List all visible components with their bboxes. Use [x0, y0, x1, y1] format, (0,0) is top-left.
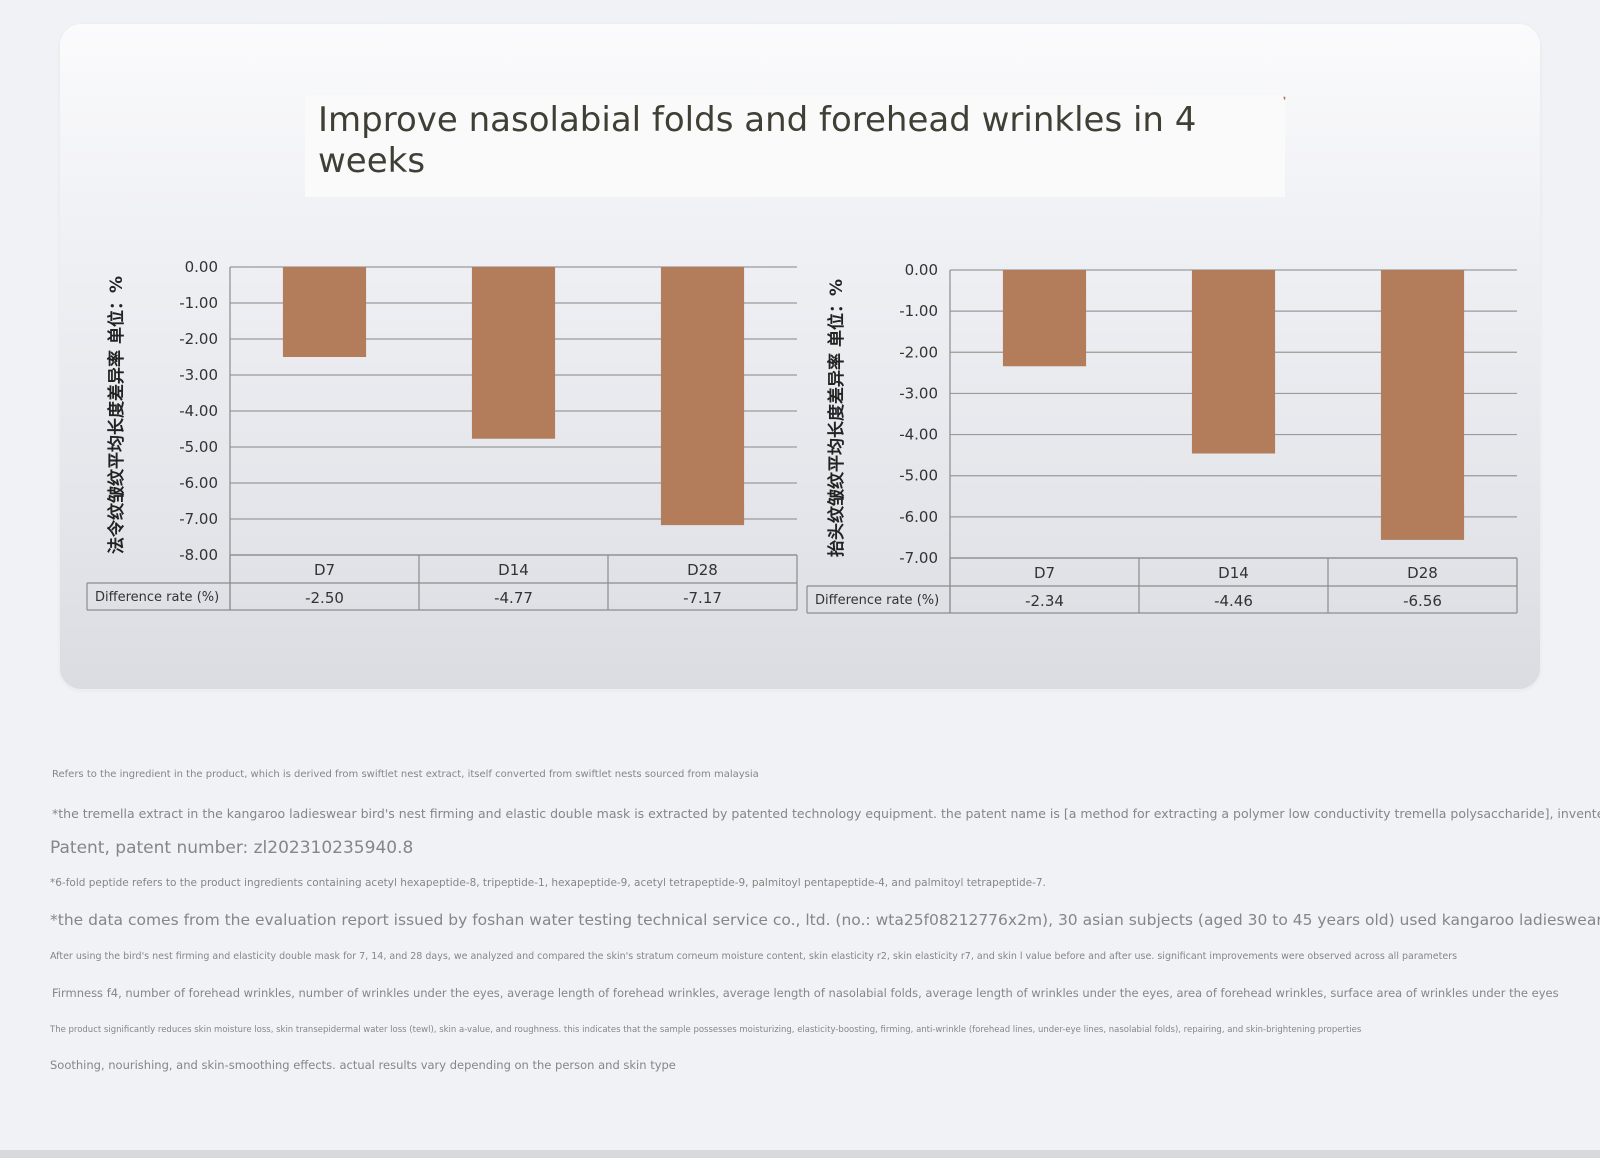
footnote-6: After using the bird's nest firming and … [50, 951, 1458, 962]
x-tick-label: D7 [314, 561, 335, 579]
footnote-1: Refers to the ingredient in the product,… [52, 769, 759, 780]
bar-d7 [1002, 270, 1087, 367]
data-label: -2.50 [305, 589, 344, 607]
y-tick-label: -1.00 [899, 302, 938, 320]
bar-d28 [660, 267, 745, 526]
y-tick-label: -1.00 [179, 294, 218, 312]
x-tick-label: D14 [1218, 564, 1249, 582]
x-tick-label: D28 [687, 561, 718, 579]
bar-d14 [1191, 270, 1276, 454]
title-box [305, 95, 1285, 197]
data-label: -6.56 [1403, 592, 1442, 610]
y-tick-label: -4.00 [179, 402, 218, 420]
footnote-5: *the data comes from the evaluation repo… [50, 911, 1600, 929]
y-axis-label: 法令纹皱纹平均长度差异率 单位：% [106, 276, 127, 554]
y-tick-label: -2.00 [179, 330, 218, 348]
y-tick-label: -3.00 [899, 384, 938, 402]
footnote-3: Patent, patent number: zl202310235940.8 [50, 838, 414, 858]
table-row-label: Difference rate (%) [815, 593, 939, 608]
y-tick-label: -6.00 [899, 508, 938, 526]
y-tick-label: -5.00 [179, 438, 218, 456]
data-label: -2.34 [1025, 592, 1064, 610]
y-tick-label: -2.00 [899, 343, 938, 361]
x-tick-label: D28 [1407, 564, 1438, 582]
y-tick-label: -6.00 [179, 474, 218, 492]
y-tick-label: -4.00 [899, 426, 938, 444]
page-title: Improve nasolabial folds and forehead wr… [318, 100, 1197, 181]
y-tick-label: -3.00 [179, 366, 218, 384]
y-tick-label: 0.00 [905, 261, 938, 279]
nasolabial-folds-chart: 0.00 -1.00 -2.00 -3.00 -4.00 -5.00 -6.00 -7.00 -… [86, 258, 798, 611]
y-tick-label: -8.00 [179, 546, 218, 564]
bar-d14 [471, 267, 556, 439]
y-tick-label: -7.00 [179, 510, 218, 528]
y-tick-label: -5.00 [899, 467, 938, 485]
bar-d7 [282, 267, 367, 357]
bottom-bar [0, 1150, 1600, 1158]
data-label: -7.17 [683, 589, 722, 607]
y-tick-label: -7.00 [899, 549, 938, 567]
footnote-2: *the tremella extract in the kangaroo la… [52, 806, 1600, 821]
footnote-8: The product significantly reduces skin m… [50, 1025, 1362, 1035]
table-row-label: Difference rate (%) [95, 590, 219, 605]
footnote-4: *6-fold peptide refers to the product in… [50, 877, 1046, 889]
footnote-7: Firmness f4, number of forehead wrinkles… [52, 986, 1559, 1000]
decorative-mark: ❜ [1283, 96, 1287, 107]
bar-d28 [1380, 270, 1465, 540]
data-label: -4.77 [494, 589, 533, 607]
y-tick-label: 0.00 [185, 258, 218, 276]
data-label: -4.46 [1214, 592, 1253, 610]
footnote-9: Soothing, nourishing, and skin-smoothing… [50, 1058, 676, 1072]
y-axis-label: 抬头纹皱纹平均长度差异率 单位：% [826, 279, 847, 557]
x-tick-label: D14 [498, 561, 529, 579]
forehead-wrinkles-chart: 0.00 -1.00 -2.00 -3.00 -4.00 -5.00 -6.00 -7.00 D… [806, 261, 1518, 614]
x-tick-label: D7 [1034, 564, 1055, 582]
